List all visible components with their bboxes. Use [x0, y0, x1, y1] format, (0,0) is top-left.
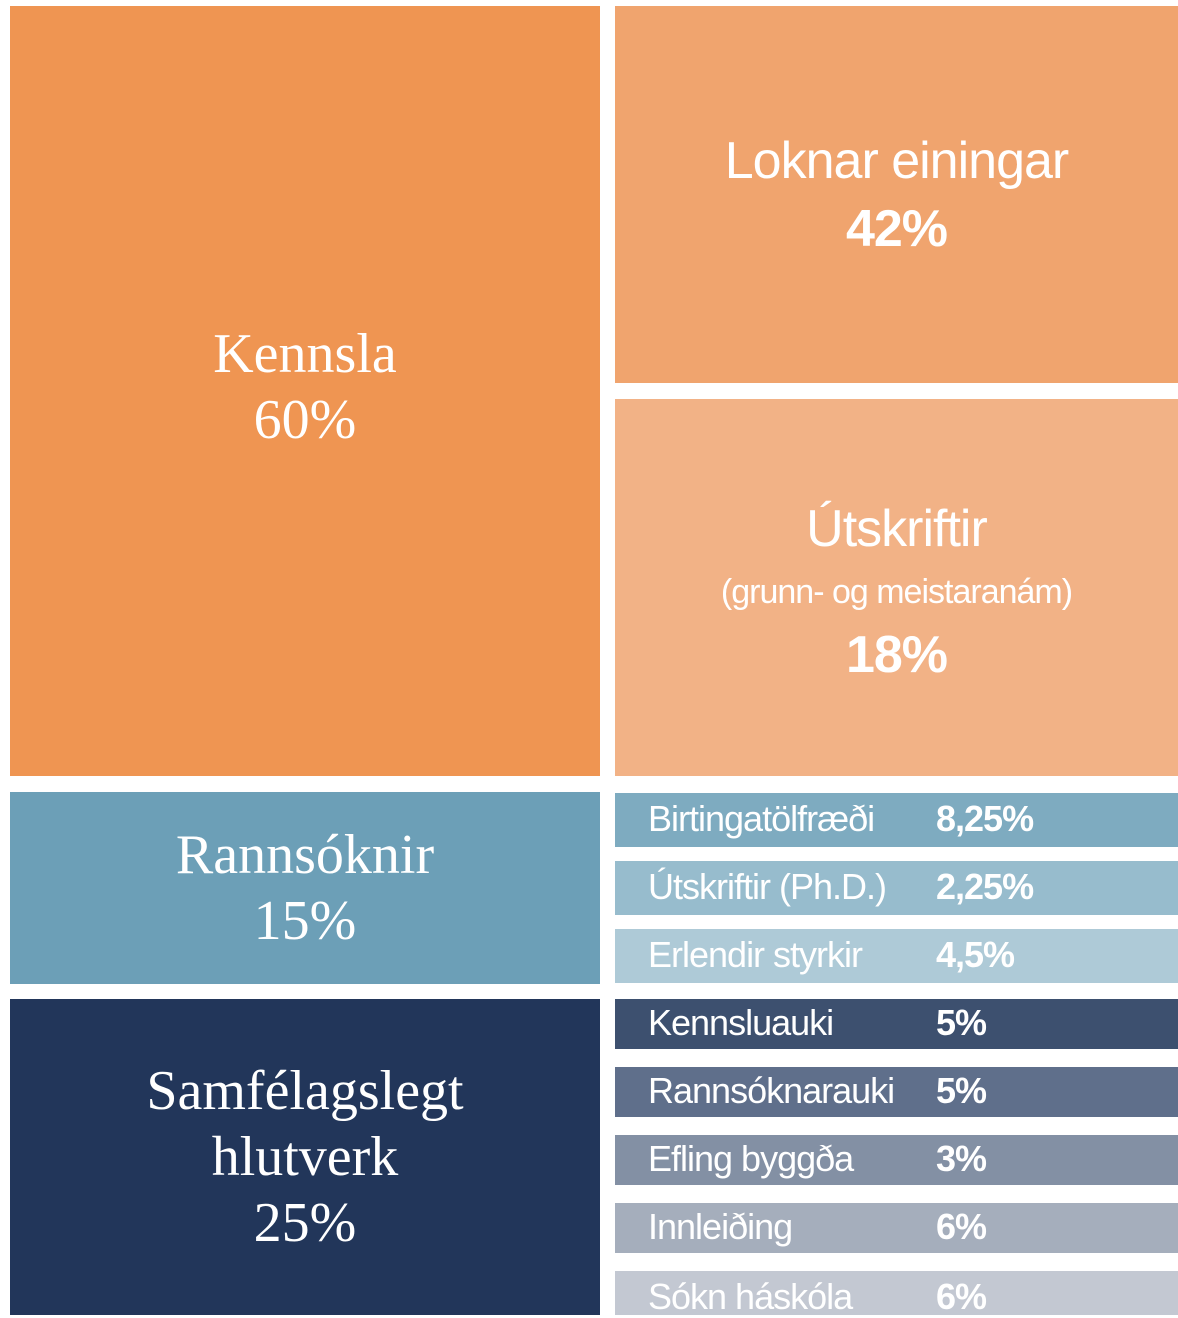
part-note: (grunn- og meistaranám): [720, 572, 1073, 611]
block-rannsoknir: Rannsóknir 15%: [10, 792, 600, 984]
part-label: Kennsluauki: [648, 1002, 834, 1044]
block-kennsla: Kennsla 60%: [10, 6, 600, 776]
part-label: Birtingatölfræði: [648, 798, 875, 840]
part-label: Útskriftir (Ph.D.): [648, 866, 887, 908]
part-row: Kennsluauki 5%: [615, 999, 1178, 1049]
part-row: Útskriftir (Ph.D.) 2,25%: [615, 861, 1178, 915]
part-value: 6%: [936, 1276, 987, 1318]
part-label: Efling byggða: [648, 1138, 854, 1180]
part-value: 4,5%: [936, 934, 1015, 976]
part-label: Rannsóknarauki: [648, 1070, 895, 1112]
part-row: Erlendir styrkir 4,5%: [615, 929, 1178, 983]
part-row: Birtingatölfræði 8,25%: [615, 793, 1178, 847]
block-part: Loknar einingar 42%: [615, 6, 1178, 383]
part-value: 5%: [936, 1070, 987, 1112]
part-row: Innleiðing 6%: [615, 1203, 1178, 1253]
part-row: Rannsóknarauki 5%: [615, 1067, 1178, 1117]
block-value: 60%: [253, 389, 357, 451]
block-samfelag: Samfélagslegt hlutverk 25%: [10, 999, 600, 1315]
block-part: Útskriftir (grunn- og meistaranám) 18%: [615, 399, 1178, 776]
part-label: Erlendir styrkir: [648, 934, 863, 976]
part-value: 18%: [845, 625, 948, 684]
part-label: Loknar einingar: [724, 131, 1069, 190]
part-value: 42%: [845, 199, 948, 258]
part-value: 3%: [936, 1138, 987, 1180]
part-label: Innleiðing: [648, 1206, 793, 1248]
block-label: Samfélagslegt hlutverk: [146, 1060, 464, 1188]
part-value: 2,25%: [936, 866, 1034, 908]
part-label: Útskriftir: [806, 499, 988, 558]
block-label: Rannsóknir: [175, 824, 435, 886]
part-row: Sókn háskóla 6%: [615, 1271, 1178, 1318]
block-label: Kennsla: [213, 323, 397, 385]
block-value: 25%: [253, 1192, 357, 1254]
part-value: 5%: [936, 1002, 987, 1044]
part-row: Efling byggða 3%: [615, 1135, 1178, 1185]
block-value: 15%: [253, 890, 357, 952]
part-label: Sókn háskóla: [648, 1276, 853, 1318]
part-value: 8,25%: [936, 798, 1034, 840]
part-value: 6%: [936, 1206, 987, 1248]
